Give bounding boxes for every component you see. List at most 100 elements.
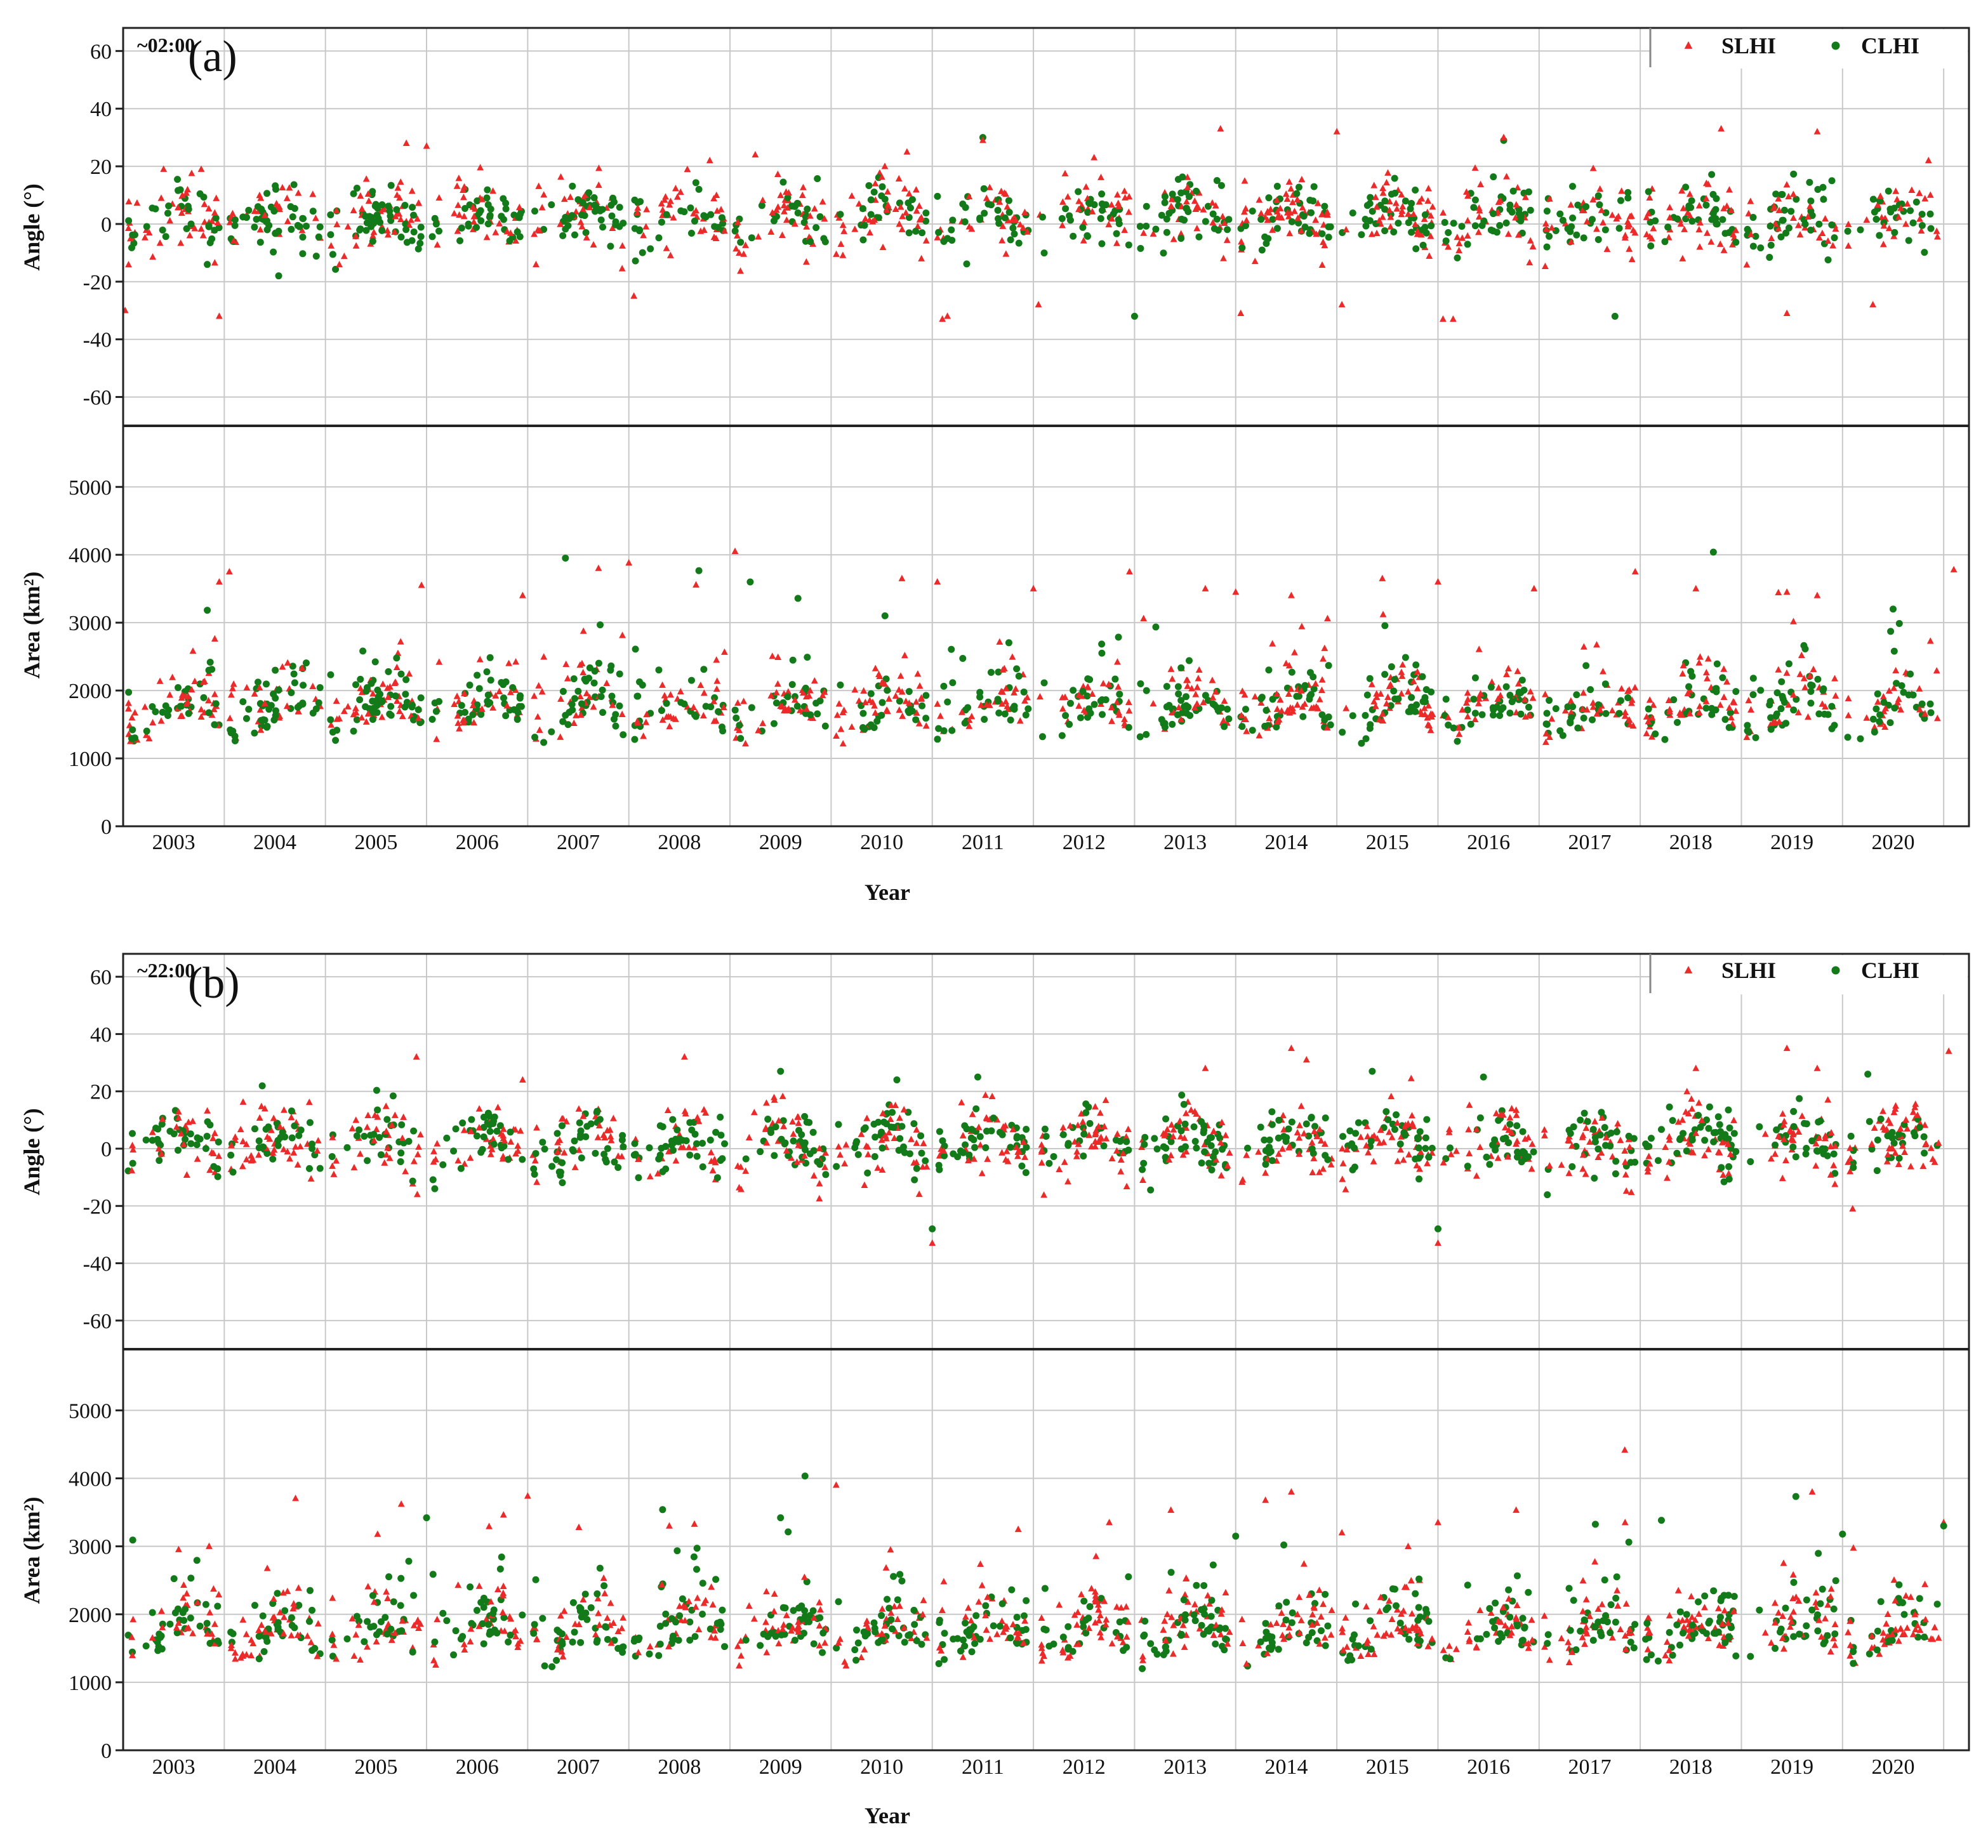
point-slhi bbox=[779, 232, 786, 238]
point-clhi bbox=[1719, 674, 1726, 681]
year-tick-label: 2018 bbox=[1669, 831, 1713, 854]
point-clhi bbox=[837, 682, 844, 689]
point-slhi bbox=[1593, 641, 1600, 647]
point-clhi bbox=[688, 677, 695, 684]
point-slhi bbox=[1503, 671, 1510, 677]
point-slhi bbox=[295, 1161, 302, 1168]
point-slhi bbox=[1643, 730, 1650, 736]
point-slhi bbox=[216, 312, 223, 319]
point-clhi bbox=[1470, 204, 1477, 211]
point-clhi bbox=[415, 706, 422, 713]
point-clhi bbox=[443, 1617, 450, 1624]
point-clhi bbox=[1647, 242, 1654, 249]
point-clhi bbox=[129, 1130, 136, 1137]
point-slhi bbox=[1707, 238, 1714, 244]
point-slhi bbox=[486, 1522, 493, 1529]
point-clhi bbox=[1384, 1116, 1391, 1123]
point-slhi bbox=[1450, 315, 1457, 322]
point-clhi bbox=[1125, 241, 1132, 248]
point-clhi bbox=[1242, 222, 1249, 229]
point-clhi bbox=[995, 710, 1002, 716]
point-clhi bbox=[329, 1637, 336, 1644]
point-clhi bbox=[1612, 1170, 1619, 1177]
point-slhi bbox=[211, 1130, 218, 1136]
point-clhi bbox=[974, 1074, 981, 1081]
point-slhi bbox=[1581, 1640, 1588, 1647]
point-slhi bbox=[308, 1175, 315, 1182]
point-slhi bbox=[1790, 214, 1797, 221]
angle-tick-label: 0 bbox=[101, 213, 112, 237]
point-clhi bbox=[1265, 194, 1272, 201]
point-slhi bbox=[1790, 618, 1797, 624]
point-clhi bbox=[972, 1612, 979, 1619]
point-clhi bbox=[1669, 1117, 1676, 1124]
point-clhi bbox=[1480, 1074, 1487, 1081]
point-clhi bbox=[1060, 1131, 1067, 1138]
point-clhi bbox=[175, 1147, 182, 1154]
point-clhi bbox=[1322, 1114, 1329, 1121]
point-clhi bbox=[1683, 1611, 1690, 1618]
point-slhi bbox=[359, 205, 366, 211]
point-slhi bbox=[690, 704, 697, 710]
point-slhi bbox=[976, 1124, 983, 1130]
point-slhi bbox=[1312, 680, 1319, 687]
point-clhi bbox=[385, 1573, 392, 1580]
point-clhi bbox=[1744, 727, 1751, 734]
point-slhi bbox=[899, 575, 906, 581]
point-clhi bbox=[263, 218, 270, 225]
point-clhi bbox=[879, 699, 886, 706]
point-slhi bbox=[1238, 1616, 1245, 1622]
point-clhi bbox=[1777, 234, 1784, 241]
point-clhi bbox=[1717, 1614, 1724, 1621]
point-slhi bbox=[1064, 193, 1071, 199]
point-clhi bbox=[1198, 1159, 1205, 1166]
point-slhi bbox=[1747, 197, 1754, 204]
point-slhi bbox=[1256, 732, 1262, 738]
point-clhi bbox=[922, 715, 929, 722]
point-slhi bbox=[1193, 700, 1200, 706]
point-clhi bbox=[1023, 711, 1030, 718]
point-slhi bbox=[595, 565, 602, 571]
point-slhi bbox=[540, 653, 547, 659]
point-clhi bbox=[307, 1119, 314, 1126]
point-clhi bbox=[243, 715, 250, 722]
point-clhi bbox=[934, 193, 941, 200]
point-clhi bbox=[402, 226, 409, 233]
point-clhi bbox=[912, 228, 919, 235]
point-clhi bbox=[1490, 706, 1497, 713]
point-clhi bbox=[450, 1147, 457, 1154]
point-slhi bbox=[595, 1134, 602, 1140]
point-clhi bbox=[780, 1604, 787, 1611]
point-slhi bbox=[158, 717, 165, 723]
point-clhi bbox=[795, 209, 802, 216]
point-slhi bbox=[363, 175, 370, 182]
point-clhi bbox=[1574, 725, 1581, 732]
point-slhi bbox=[1429, 203, 1436, 209]
point-slhi bbox=[211, 635, 218, 642]
point-clhi bbox=[1008, 1587, 1015, 1594]
point-slhi bbox=[1273, 1620, 1280, 1626]
point-slhi bbox=[1223, 1589, 1229, 1595]
point-slhi bbox=[536, 727, 543, 733]
point-slhi bbox=[1686, 190, 1693, 197]
point-clhi bbox=[1388, 663, 1395, 670]
point-slhi bbox=[284, 659, 291, 666]
point-slhi bbox=[1541, 1126, 1548, 1133]
point-slhi bbox=[357, 192, 364, 199]
point-clhi bbox=[571, 1137, 578, 1144]
point-clhi bbox=[1661, 238, 1668, 245]
point-slhi bbox=[309, 683, 316, 689]
point-clhi bbox=[1832, 1577, 1839, 1584]
point-slhi bbox=[1530, 243, 1537, 249]
point-clhi bbox=[819, 1649, 826, 1656]
point-slhi bbox=[1243, 217, 1250, 223]
point-clhi bbox=[1483, 1154, 1490, 1161]
point-slhi bbox=[394, 664, 401, 670]
point-slhi bbox=[763, 1099, 770, 1106]
point-slhi bbox=[592, 1631, 599, 1637]
point-clhi bbox=[743, 1637, 750, 1644]
point-slhi bbox=[1617, 1137, 1624, 1143]
point-clhi bbox=[715, 708, 722, 715]
point-clhi bbox=[1857, 227, 1864, 234]
point-clhi bbox=[592, 668, 599, 675]
